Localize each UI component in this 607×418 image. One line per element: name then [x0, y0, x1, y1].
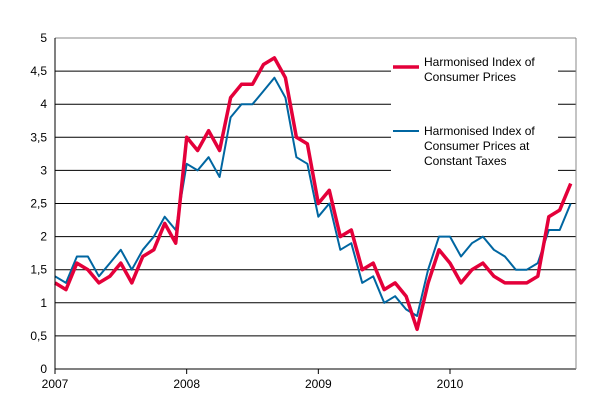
legend: Harmonised Index of Consumer Prices Harm… — [393, 55, 535, 168]
y-tick-label: 0 — [40, 362, 47, 376]
legend-label-hicp-1: Harmonised Index of — [424, 55, 535, 69]
y-tick-label: 0,5 — [30, 329, 47, 343]
y-tick-label: 1,5 — [30, 263, 47, 277]
legend-label-hicp-2: Consumer Prices — [424, 70, 516, 84]
x-axis-ticks: 2007 2008 2009 2010 — [42, 369, 464, 391]
y-tick-label: 3 — [40, 163, 47, 177]
y-tick-label: 2,5 — [30, 197, 47, 211]
y-tick-label: 1 — [40, 296, 47, 310]
legend-background — [391, 44, 558, 202]
legend-label-hicp-ct-1: Harmonised Index of — [424, 124, 535, 138]
series-line-hicp — [54, 56, 573, 332]
y-tick-label: 3,5 — [30, 130, 47, 144]
x-tick-label: 2009 — [305, 377, 332, 391]
y-tick-label: 4 — [40, 97, 47, 111]
x-tick-label: 2007 — [42, 377, 69, 391]
legend-label-hicp-ct-2: Consumer Prices at — [424, 139, 530, 153]
legend-label-hicp-ct-3: Constant Taxes — [424, 154, 507, 168]
x-tick-label: 2008 — [173, 377, 200, 391]
y-tick-label: 5 — [40, 31, 47, 45]
series-line-hicp-constant-taxes — [54, 76, 572, 317]
series-lines — [54, 56, 573, 332]
y-tick-label: 4,5 — [30, 64, 47, 78]
y-axis-ticks: 0 0,5 1 1,5 2 2,5 3 3,5 4 4,5 5 — [30, 31, 47, 376]
y-tick-label: 2 — [40, 230, 47, 244]
x-tick-label: 2010 — [437, 377, 464, 391]
